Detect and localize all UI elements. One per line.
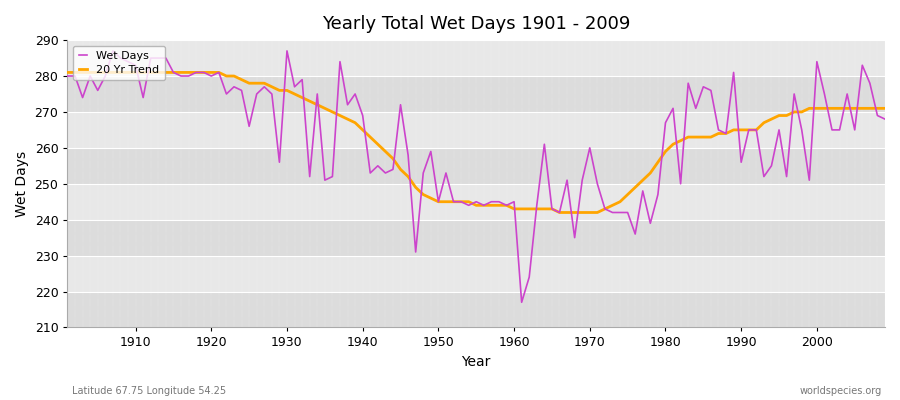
20 Yr Trend	[879, 106, 890, 111]
20 Yr Trend	[62, 70, 73, 75]
Title: Yearly Total Wet Days 1901 - 2009: Yearly Total Wet Days 1901 - 2009	[322, 15, 630, 33]
Bar	[68, 76, 885, 112]
Wet Days	[130, 63, 141, 68]
Line: 20 Yr Trend: 20 Yr Trend	[68, 72, 885, 212]
Bar	[68, 40, 885, 76]
Wet Days	[615, 210, 626, 215]
Bar	[68, 292, 885, 328]
20 Yr Trend	[508, 206, 519, 211]
Wet Days	[879, 117, 890, 122]
Wet Days	[107, 48, 118, 53]
20 Yr Trend	[554, 210, 565, 215]
Bar	[68, 184, 885, 220]
20 Yr Trend	[335, 113, 346, 118]
Line: Wet Days: Wet Days	[68, 51, 885, 302]
Bar	[68, 256, 885, 292]
Wet Days	[508, 199, 519, 204]
Y-axis label: Wet Days: Wet Days	[15, 151, 29, 217]
Bar	[68, 112, 885, 148]
Wet Days	[62, 74, 73, 78]
Text: worldspecies.org: worldspecies.org	[800, 386, 882, 396]
Wet Days	[524, 275, 535, 280]
Wet Days	[342, 102, 353, 107]
Text: Latitude 67.75 Longitude 54.25: Latitude 67.75 Longitude 54.25	[72, 386, 226, 396]
Bar	[68, 220, 885, 256]
20 Yr Trend	[501, 203, 512, 208]
Wet Days	[517, 300, 527, 305]
20 Yr Trend	[289, 92, 300, 96]
Legend: Wet Days, 20 Yr Trend: Wet Days, 20 Yr Trend	[73, 46, 165, 80]
Wet Days	[297, 77, 308, 82]
X-axis label: Year: Year	[462, 355, 490, 369]
20 Yr Trend	[608, 203, 618, 208]
Bar	[68, 148, 885, 184]
20 Yr Trend	[122, 70, 133, 75]
